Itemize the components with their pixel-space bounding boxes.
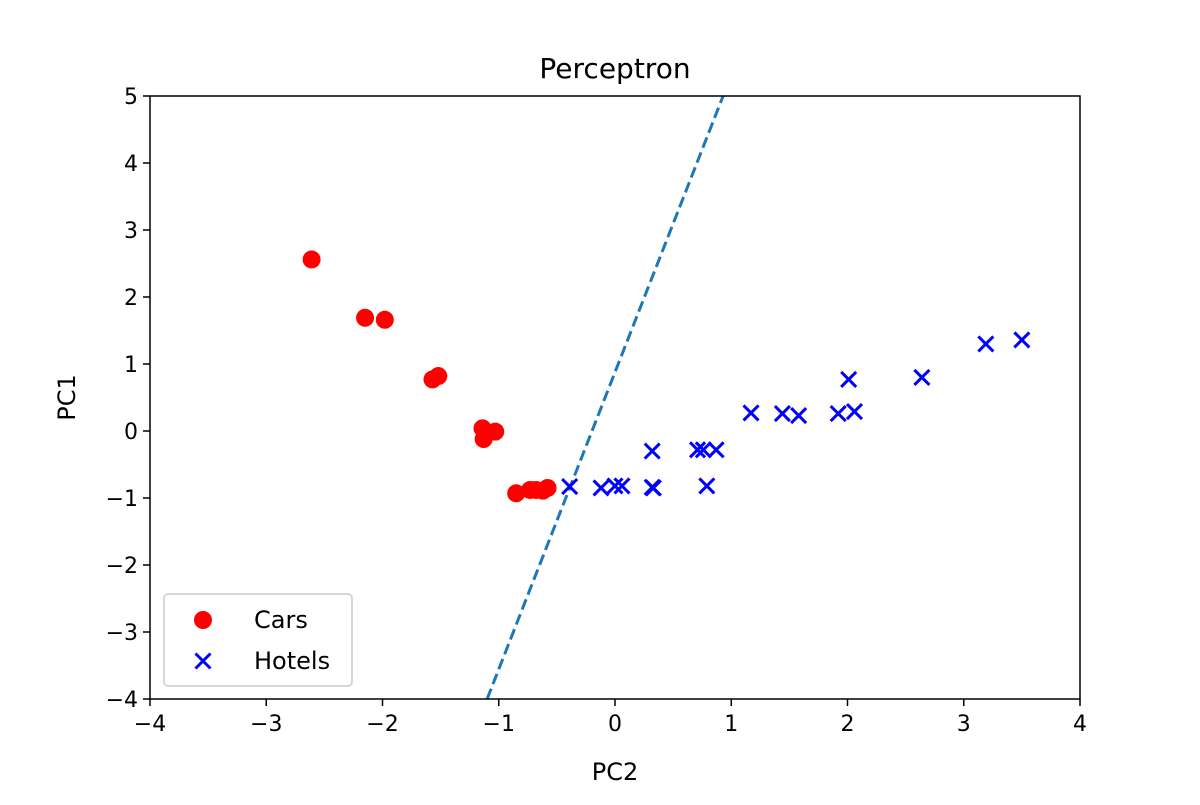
legend-hotels-marker: [194, 652, 212, 670]
x-axis: −4 −3 −2 −1 0 1 2 3 4: [134, 699, 1087, 737]
x-tick-label: 3: [957, 712, 971, 737]
hotels-point: [694, 441, 712, 459]
y-tick-label: 5: [124, 85, 138, 110]
x-tick-label: −1: [483, 712, 515, 737]
y-tick-label: 0: [124, 420, 138, 445]
hotels-point: [644, 479, 662, 497]
x-tick-label: 0: [608, 712, 622, 737]
cars-point: [356, 308, 375, 327]
x-tick-label: −4: [134, 712, 166, 737]
hotels-point: [606, 477, 624, 495]
y-tick-label: −4: [106, 688, 138, 713]
x-tick-label: 4: [1073, 712, 1087, 737]
cars-point: [429, 367, 448, 386]
hotels-point: [913, 368, 931, 386]
hotels-point: [742, 404, 760, 422]
cars-point: [302, 250, 321, 269]
y-tick-label: −3: [106, 621, 138, 646]
legend-cars-label: Cars: [254, 606, 308, 634]
hotels-point: [977, 335, 995, 353]
hotels-point: [790, 407, 808, 425]
hotels-point: [845, 403, 864, 421]
hotels-point: [840, 370, 858, 388]
hotels-point: [592, 479, 610, 497]
cars-point: [507, 484, 526, 503]
y-axis: −4 −3 −2 −1 0 1 2 3 4 5: [106, 85, 150, 713]
hotels-point: [698, 477, 716, 495]
x-tick-label: −3: [250, 712, 282, 737]
x-axis-label: PC2: [592, 758, 639, 786]
y-axis-label: PC1: [53, 374, 81, 421]
y-tick-label: 1: [124, 353, 138, 378]
y-tick-label: −2: [106, 554, 138, 579]
cars-point: [375, 310, 394, 329]
y-tick-label: 2: [124, 286, 138, 311]
cars-point: [486, 422, 505, 441]
x-tick-label: 1: [724, 712, 738, 737]
y-tick-label: −1: [106, 487, 138, 512]
legend: Cars Hotels: [163, 593, 353, 687]
legend-cars-marker: [194, 611, 212, 629]
hotels-point: [707, 441, 725, 459]
hotels-point: [561, 478, 579, 496]
chart-title: Perceptron: [539, 52, 690, 85]
plot-area: [302, 96, 1031, 699]
cars-point: [538, 478, 557, 497]
decision-boundary-line: [485, 96, 725, 699]
hotels-point: [613, 477, 631, 495]
y-tick-label: 3: [124, 219, 138, 244]
hotels-point: [688, 441, 707, 459]
legend-hotels-label: Hotels: [254, 647, 330, 675]
x-tick-label: 2: [841, 712, 855, 737]
hotels-point: [773, 405, 791, 423]
hotels-point: [643, 442, 661, 460]
hotels-point: [829, 405, 847, 423]
x-tick-label: −2: [366, 712, 398, 737]
hotels-point: [1013, 331, 1031, 349]
y-tick-label: 4: [124, 152, 138, 177]
